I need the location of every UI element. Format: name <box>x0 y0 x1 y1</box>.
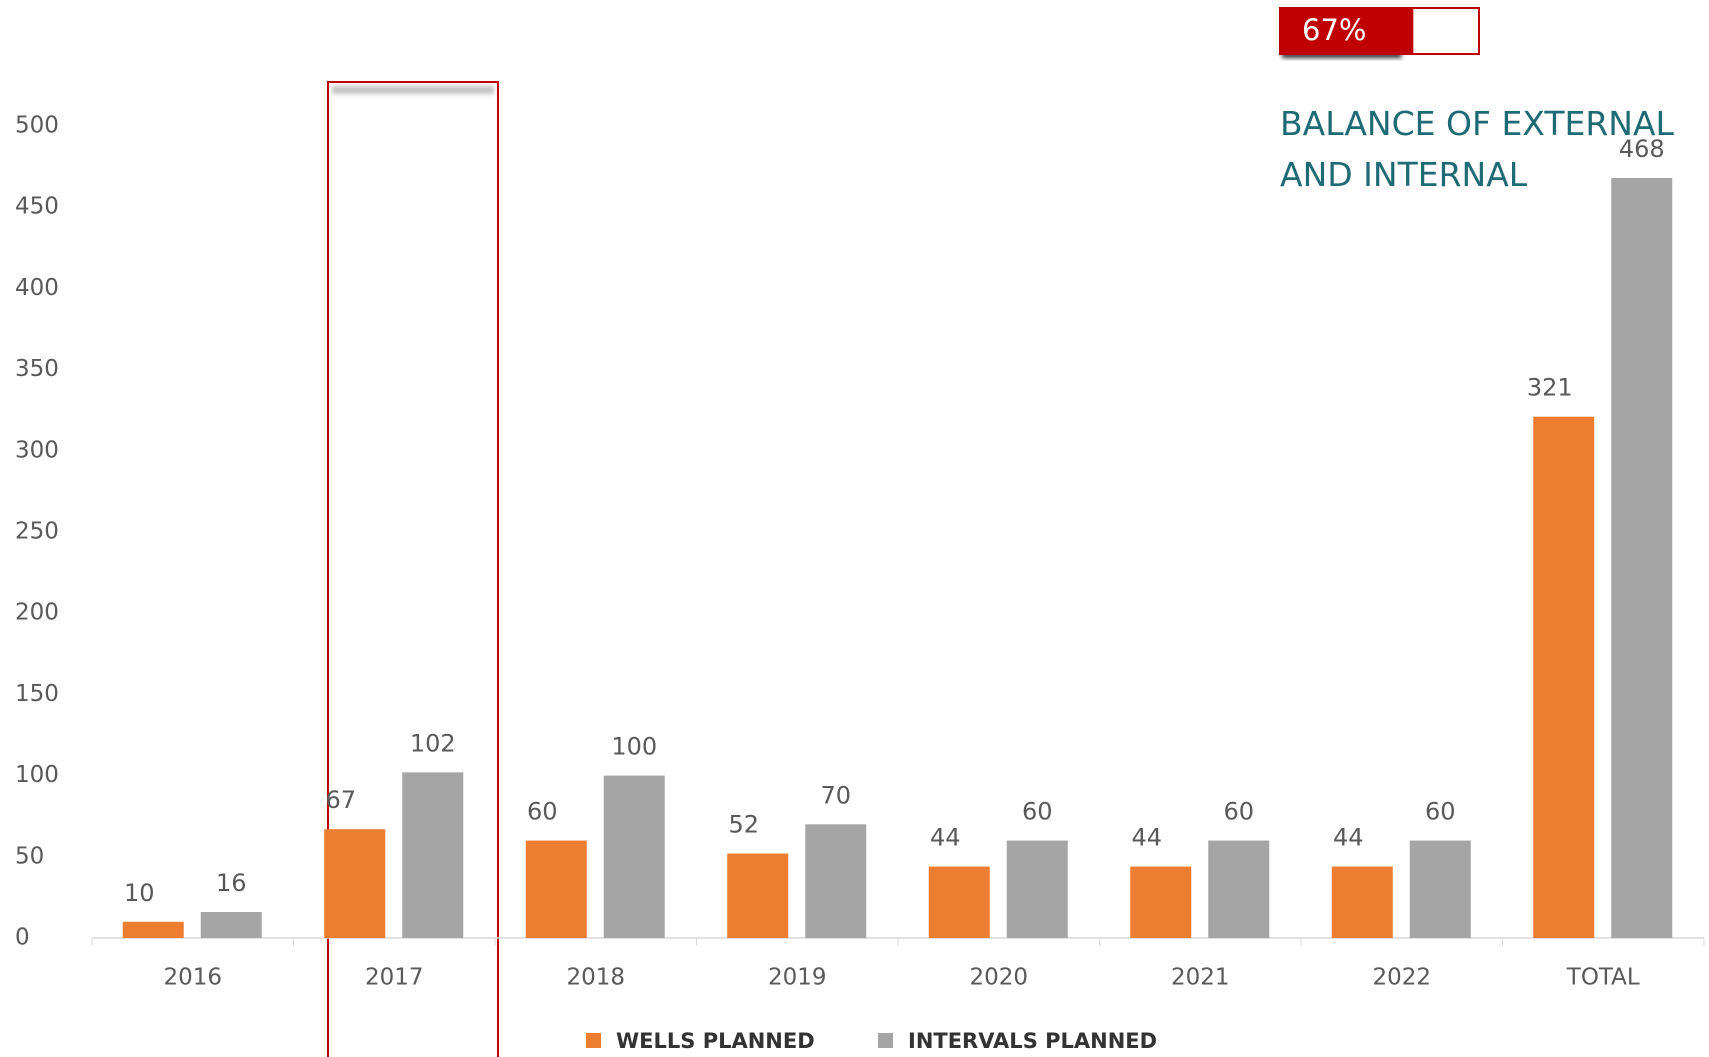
value-label: 10 <box>124 879 155 907</box>
bar <box>1006 840 1068 938</box>
y-tick-label: 300 <box>15 437 59 463</box>
y-tick-label: 400 <box>15 275 59 301</box>
value-label: 44 <box>1333 824 1364 852</box>
y-tick-label: 50 <box>15 843 44 869</box>
y-tick-label: 350 <box>15 356 59 382</box>
bar <box>1208 840 1270 938</box>
value-label: 67 <box>325 786 356 814</box>
progress-label: 67% <box>1302 13 1366 47</box>
bar <box>928 866 990 938</box>
y-tick-label: 0 <box>15 925 30 951</box>
annotation-line: AND INTERNAL <box>1280 155 1528 194</box>
y-tick-label: 450 <box>15 194 59 220</box>
bar <box>525 840 587 938</box>
x-tick-label: 2022 <box>1372 965 1431 991</box>
y-tick-label: 250 <box>15 519 59 545</box>
x-tick-label: TOTAL <box>1566 965 1640 991</box>
bar <box>805 824 867 938</box>
value-label: 70 <box>820 781 851 809</box>
value-label: 468 <box>1619 135 1665 163</box>
x-tick-label: 2016 <box>163 965 222 991</box>
bar <box>1409 840 1471 938</box>
legend-swatch <box>878 1033 893 1048</box>
y-tick-label: 150 <box>15 681 59 707</box>
bar <box>727 853 789 938</box>
x-tick-label: 2018 <box>566 965 625 991</box>
legend-swatch <box>586 1033 601 1048</box>
y-tick-label: 500 <box>15 113 59 139</box>
progress-bar: 67% <box>1279 7 1480 58</box>
x-tick-label: 2021 <box>1171 965 1230 991</box>
y-tick-label: 100 <box>15 762 59 788</box>
y-tick-label: 200 <box>15 600 59 626</box>
bar <box>1611 177 1673 938</box>
value-label: 44 <box>930 824 961 852</box>
bar <box>200 912 262 938</box>
value-label: 60 <box>527 798 558 826</box>
highlight-frame <box>327 81 499 1057</box>
progress-fill <box>1280 8 1414 54</box>
legend-label: INTERVALS PLANNED <box>908 1029 1157 1053</box>
x-tick-label: 2019 <box>768 965 827 991</box>
bar <box>1331 866 1393 938</box>
value-label: 16 <box>216 869 247 897</box>
x-tick-label: 2017 <box>365 965 424 991</box>
value-label: 60 <box>1022 798 1053 826</box>
bar <box>324 829 386 938</box>
value-label: 102 <box>410 729 456 757</box>
bar <box>603 775 665 938</box>
bar <box>1533 416 1595 938</box>
bar <box>122 921 184 938</box>
x-tick-label: 2020 <box>969 965 1028 991</box>
value-label: 100 <box>611 733 657 761</box>
value-label: 321 <box>1527 374 1573 402</box>
legend-label: WELLS PLANNED <box>616 1029 815 1053</box>
highlight-shadow <box>332 86 494 94</box>
bar <box>1130 866 1192 938</box>
value-label: 44 <box>1131 824 1162 852</box>
value-label: 60 <box>1425 798 1456 826</box>
value-label: 52 <box>728 811 759 839</box>
bar <box>402 772 464 938</box>
value-label: 60 <box>1223 798 1254 826</box>
annotation-line: BALANCE OF EXTERNAL <box>1280 104 1675 143</box>
